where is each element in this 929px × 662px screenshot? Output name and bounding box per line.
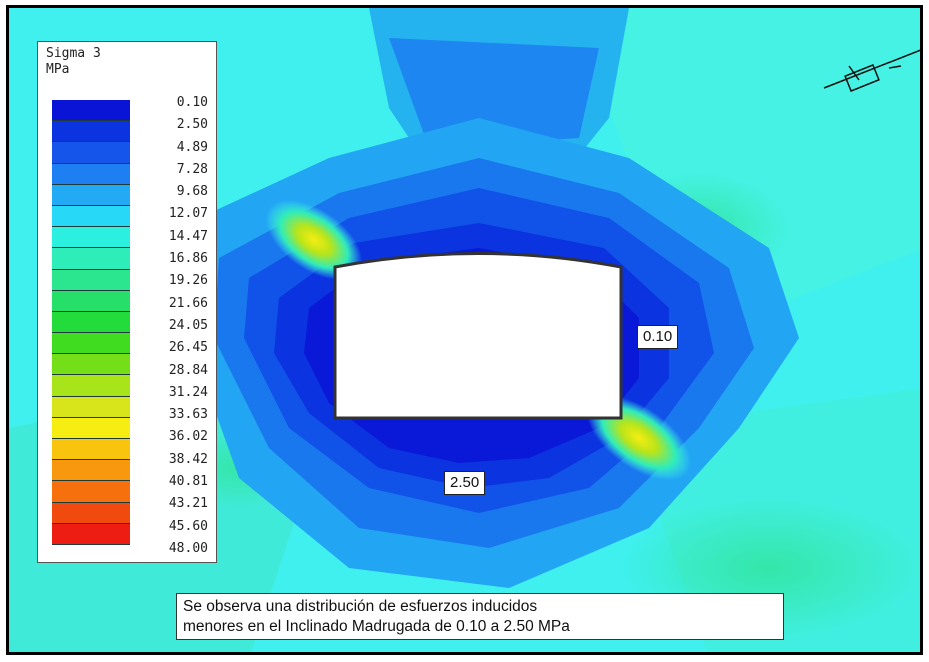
legend-swatch — [52, 417, 130, 439]
legend-level-label: 33.63 — [168, 407, 208, 423]
legend-unit: MPa — [46, 62, 70, 77]
legend-swatch — [52, 248, 130, 270]
legend-level-label: 4.89 — [176, 139, 208, 155]
legend-level-label: 14.47 — [168, 228, 208, 244]
legend-swatch — [52, 396, 130, 418]
legend-level-label: 9.68 — [176, 184, 208, 200]
legend-swatches — [52, 100, 130, 545]
contour-plot-frame: 0.10 2.50 Sigma 3 MPa 0.10 2.50 4.89 7.28 9.… — [6, 5, 923, 655]
legend-swatch — [52, 269, 130, 291]
legend-swatch — [52, 100, 130, 122]
note-line-2: menores en el Inclinado Madrugada de 0.1… — [183, 618, 570, 635]
legend-swatch — [52, 481, 130, 503]
legend-swatch — [52, 184, 130, 206]
legend-swatch — [52, 333, 130, 355]
value-label-bottom: 2.50 — [444, 471, 486, 495]
legend-swatch — [52, 205, 130, 228]
note-line-1: Se observa una distribución de esfuerzos… — [183, 598, 538, 615]
legend-level-label: 28.84 — [168, 362, 208, 378]
legend-labels: 0.10 2.50 4.89 7.28 9.68 12.07 14.47 16.86 19.26… — [138, 95, 208, 563]
legend-swatch — [52, 502, 130, 524]
legend-level-label: 7.28 — [176, 161, 208, 177]
legend-level-label: 45.60 — [168, 518, 208, 534]
legend-level-label: 38.42 — [168, 451, 208, 467]
legend-swatch — [52, 460, 130, 482]
stress-contour-field — [9, 8, 920, 652]
legend-swatch — [52, 163, 130, 185]
legend-level-label: 24.05 — [168, 317, 208, 333]
legend-level-label: 26.45 — [168, 340, 208, 356]
legend-level-label: 21.66 — [168, 295, 208, 311]
value-label-right: 0.10 — [637, 325, 679, 349]
legend-swatch — [52, 142, 130, 164]
excavation-opening — [333, 252, 623, 420]
color-legend: Sigma 3 MPa 0.10 2.50 4.89 7.28 9.68 12.07 14.… — [37, 41, 217, 563]
legend-level-label: 16.86 — [168, 251, 208, 267]
legend-swatch — [52, 227, 130, 249]
legend-level-label: 43.21 — [168, 496, 208, 512]
legend-swatch — [52, 523, 130, 545]
legend-level-label: 12.07 — [168, 206, 208, 222]
legend-level-label: 48.00 — [168, 540, 208, 556]
legend-title: Sigma 3 — [46, 46, 101, 61]
observation-note: Se observa una distribución de esfuerzos… — [176, 593, 784, 640]
legend-swatch — [52, 121, 130, 143]
legend-level-label: 40.81 — [168, 474, 208, 490]
legend-level-label: 36.02 — [168, 429, 208, 445]
legend-level-label: 31.24 — [168, 384, 208, 400]
legend-swatch — [52, 375, 130, 397]
legend-swatch — [52, 311, 130, 334]
legend-swatch — [52, 290, 130, 312]
legend-level-label: 19.26 — [168, 273, 208, 289]
legend-swatch — [52, 354, 130, 376]
legend-level-label: 0.10 — [176, 95, 208, 110]
legend-level-label: 2.50 — [176, 117, 208, 133]
legend-swatch — [52, 439, 130, 461]
support-element-icon — [823, 49, 920, 93]
